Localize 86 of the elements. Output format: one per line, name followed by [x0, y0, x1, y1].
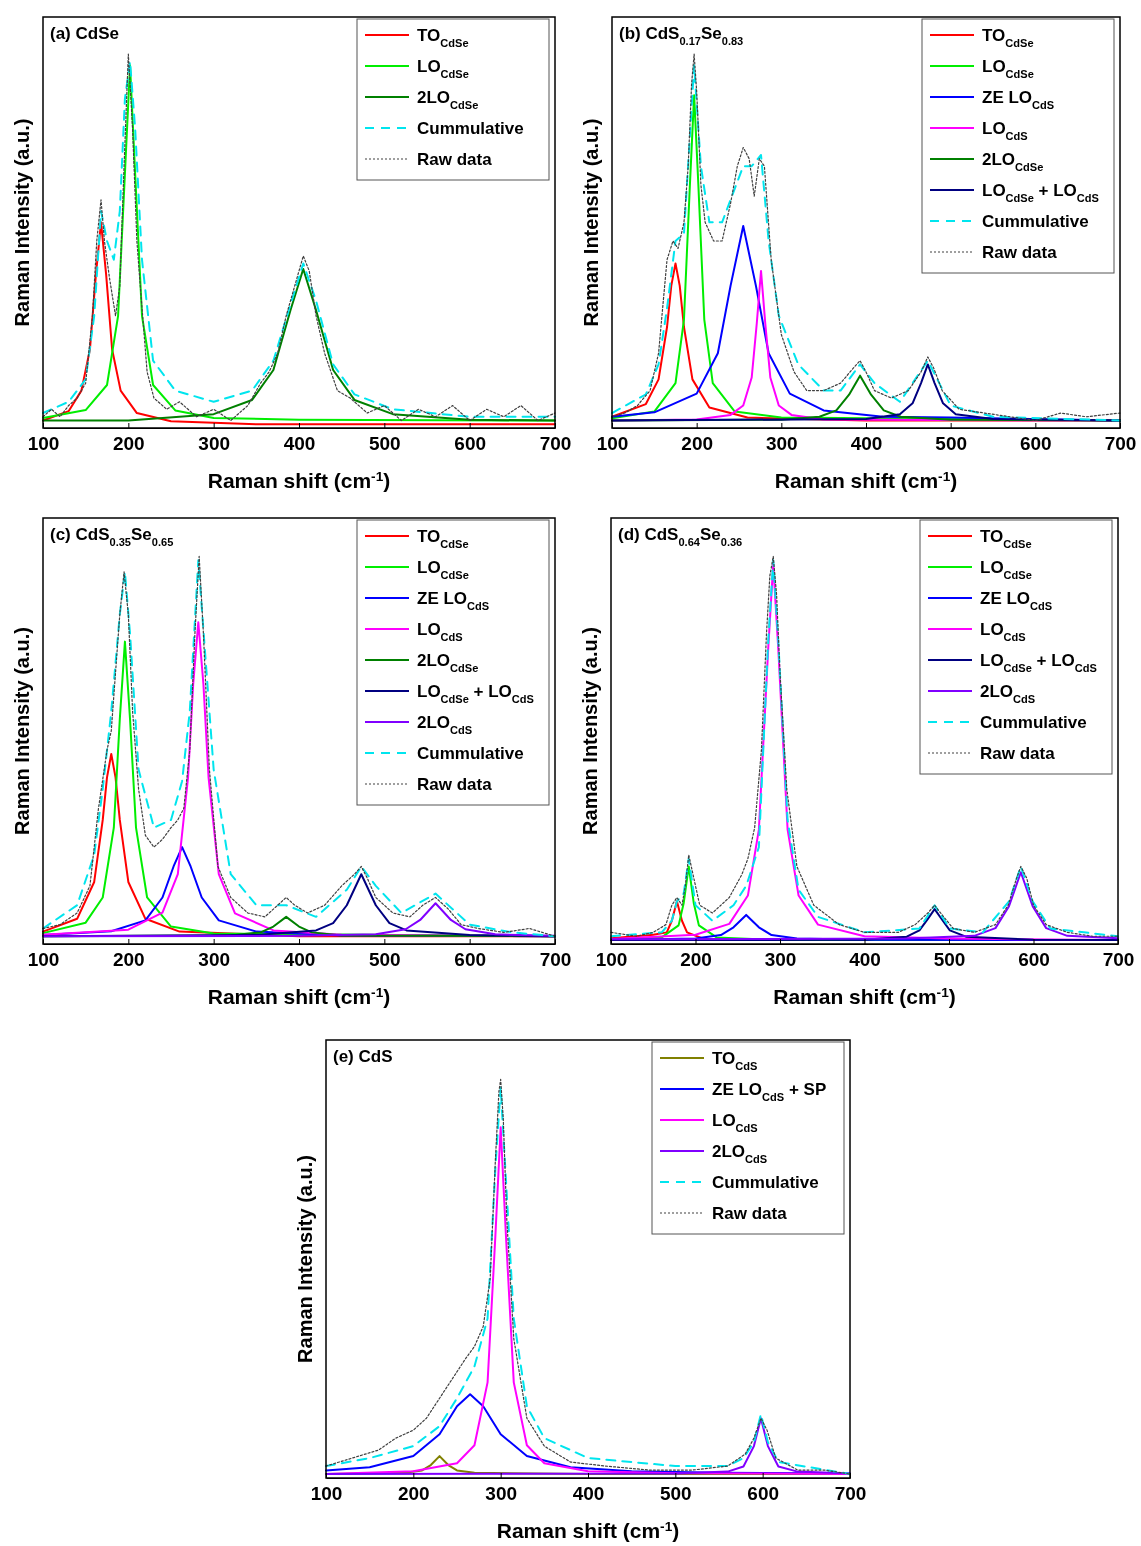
- legend-label: 2LO$_{CdS}$: [417, 713, 473, 736]
- legend-label: 2LO$_{CdSe}$: [417, 88, 479, 111]
- x-tick-label: 500: [935, 433, 968, 455]
- x-tick-label: 700: [539, 433, 572, 455]
- x-tick-label: 200: [397, 1483, 430, 1505]
- legend-label: Raw data: [417, 775, 493, 794]
- x-tick-label: 400: [850, 433, 883, 455]
- x-tick-label: 500: [659, 1483, 692, 1505]
- x-tick-label: 200: [112, 433, 145, 455]
- legend-label: ZE LO$_{CdS}$: [417, 589, 490, 612]
- legend-label: ZE LO$_{CdS}$: [982, 88, 1055, 111]
- x-tick-label: 300: [765, 433, 798, 455]
- x-tick-label: 500: [368, 949, 401, 971]
- x-tick-label: 200: [681, 433, 714, 455]
- x-tick-label: 100: [596, 433, 629, 455]
- chart-title: (c) CdS$_{0.35}$Se$_{0.65}$: [50, 525, 174, 548]
- legend-label: Raw data: [980, 744, 1056, 763]
- legend-label: LO$_{CdSe}$: [980, 558, 1032, 581]
- legend-label: 2LO$_{CdS}$: [712, 1142, 768, 1165]
- legend-label: LO$_{CdSe}$ + LO$_{CdS}$: [417, 682, 534, 705]
- chart-title: (d) CdS$_{0.64}$Se$_{0.36}$: [618, 525, 743, 548]
- x-tick-label: 700: [1104, 433, 1137, 455]
- x-tick-label: 700: [834, 1483, 867, 1505]
- chart-title: (b) CdS$_{0.17}$Se$_{0.83}$: [619, 24, 744, 47]
- legend-label: LO$_{CdS}$: [980, 620, 1026, 643]
- x-tick-label: 600: [454, 949, 487, 971]
- legend-label: 2LO$_{CdSe}$: [417, 651, 479, 674]
- legend-label: TO$_{CdSe}$: [982, 26, 1034, 49]
- x-tick-label: 300: [198, 433, 231, 455]
- legend-label: LO$_{CdS}$: [417, 620, 463, 643]
- legend-label: TO$_{CdSe}$: [980, 527, 1032, 550]
- legend-label: Cummulative: [980, 713, 1087, 732]
- legend-label: LO$_{CdSe}$ + LO$_{CdS}$: [980, 651, 1097, 674]
- x-tick-label: 600: [1019, 433, 1052, 455]
- y-axis-title: Raman Intensity (a.u.): [579, 627, 601, 835]
- chart-title: (e) CdS: [333, 1047, 393, 1066]
- x-tick-label: 200: [680, 949, 712, 971]
- legend-label: TO$_{CdSe}$: [417, 527, 469, 550]
- legend-label: TO$_{CdSe}$: [417, 26, 469, 49]
- x-tick-label: 100: [595, 949, 628, 971]
- x-axis-title: Raman shift (cm$^{-1}$): [207, 984, 391, 1008]
- x-tick-label: 600: [747, 1483, 780, 1505]
- x-axis-title: Raman shift (cm$^{-1}$): [496, 1518, 680, 1542]
- legend-label: Raw data: [417, 150, 493, 169]
- x-tick-label: 200: [112, 949, 145, 971]
- x-tick-label: 300: [764, 949, 797, 971]
- x-tick-label: 400: [849, 949, 881, 971]
- x-tick-label: 600: [454, 433, 487, 455]
- x-axis-title: Raman shift (cm$^{-1}$): [773, 984, 956, 1008]
- y-axis-title: Raman Intensity (a.u.): [11, 118, 33, 327]
- legend-label: LO$_{CdSe}$: [982, 57, 1034, 80]
- x-tick-label: 100: [27, 949, 60, 971]
- legend-label: Cummulative: [982, 212, 1089, 231]
- x-tick-label: 400: [572, 1483, 605, 1505]
- legend-label: LO$_{CdSe}$: [417, 57, 469, 80]
- x-tick-label: 100: [27, 433, 60, 455]
- legend-label: 2LO$_{CdSe}$: [982, 150, 1044, 173]
- legend-label: ZE LO$_{CdS}$ + SP: [712, 1080, 827, 1103]
- x-tick-label: 100: [310, 1483, 343, 1505]
- x-tick-label: 700: [1102, 949, 1135, 971]
- x-axis-title: Raman shift (cm$^{-1}$): [774, 468, 958, 492]
- x-axis-title: Raman shift (cm$^{-1}$): [207, 468, 391, 492]
- legend-label: TO$_{CdS}$: [712, 1049, 758, 1072]
- legend-label: LO$_{CdS}$: [982, 119, 1028, 142]
- x-tick-label: 500: [368, 433, 401, 455]
- x-tick-label: 700: [539, 949, 572, 971]
- y-axis-title: Raman Intensity (a.u.): [11, 627, 33, 835]
- legend-label: ZE LO$_{CdS}$: [980, 589, 1053, 612]
- legend-label: Cummulative: [712, 1173, 819, 1192]
- legend-label: 2LO$_{CdS}$: [980, 682, 1036, 705]
- legend-label: Raw data: [712, 1204, 788, 1223]
- legend-label: Cummulative: [417, 119, 524, 138]
- legend-label: Cummulative: [417, 744, 524, 763]
- x-tick-label: 400: [283, 949, 316, 971]
- x-tick-label: 300: [198, 949, 231, 971]
- y-axis-title: Raman Intensity (a.u.): [294, 1155, 316, 1363]
- legend-label: Raw data: [982, 243, 1058, 262]
- x-tick-label: 600: [1018, 949, 1050, 971]
- chart-title: (a) CdSe: [50, 24, 119, 43]
- legend-label: LO$_{CdSe}$: [417, 558, 469, 581]
- legend-label: LO$_{CdSe}$ + LO$_{CdS}$: [982, 181, 1099, 204]
- y-axis-title: Raman Intensity (a.u.): [580, 118, 602, 327]
- legend-label: LO$_{CdS}$: [712, 1111, 758, 1134]
- x-tick-label: 500: [933, 949, 966, 971]
- x-tick-label: 400: [283, 433, 316, 455]
- x-tick-label: 300: [485, 1483, 518, 1505]
